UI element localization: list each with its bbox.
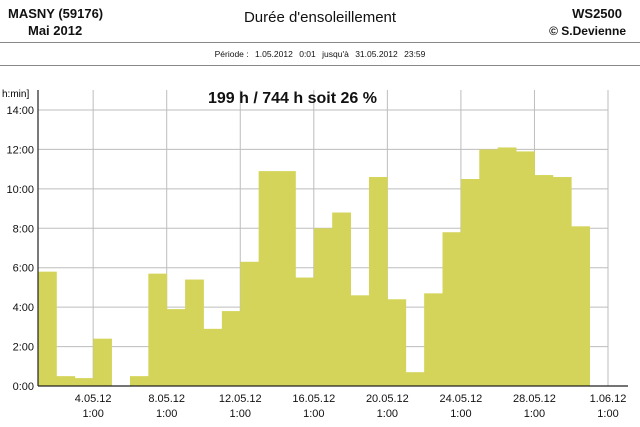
y-tick-label: 8:00 xyxy=(13,223,34,235)
period-label: Période : xyxy=(214,49,249,59)
bar-day xyxy=(277,171,296,386)
author-credit: © S.Devienne xyxy=(549,24,626,38)
bar-day xyxy=(368,177,388,386)
bar-day xyxy=(571,226,591,386)
period-start-date: 1.05.2012 xyxy=(255,49,293,59)
x-tick-date: 8.05.12 xyxy=(148,393,185,405)
bar-day xyxy=(313,228,333,386)
station-model: WS2500 xyxy=(572,6,622,21)
bar-day xyxy=(166,309,186,386)
period-end-time: 23:59 xyxy=(404,49,426,59)
bar-day xyxy=(534,175,554,386)
bar-day xyxy=(74,378,94,386)
bar-day xyxy=(405,372,425,386)
bar-day xyxy=(203,328,223,386)
x-tick-labels: 4.05.12 1:00 8.05.12 1:00 12.05.12 1:00 16.05.… xyxy=(75,393,627,420)
bar-day xyxy=(442,232,462,386)
y-tick-label: 2:00 xyxy=(13,342,34,354)
x-tick-time: 1:00 xyxy=(450,408,471,420)
x-tick-time: 1:00 xyxy=(82,408,103,420)
bar-day xyxy=(424,293,443,386)
x-tick-time: 1:00 xyxy=(230,408,251,420)
y-tick-label: 6:00 xyxy=(13,263,34,275)
bar-day xyxy=(479,149,499,386)
chart-axes xyxy=(37,90,628,387)
x-tick-time: 1:00 xyxy=(524,408,545,420)
bar-day xyxy=(350,295,370,386)
bar-day xyxy=(460,179,480,386)
bar-day xyxy=(332,212,351,386)
x-tick-time: 1:00 xyxy=(156,408,177,420)
x-tick-date: 12.05.12 xyxy=(219,393,262,405)
y-tick-label: 0:00 xyxy=(13,381,34,393)
bar-day xyxy=(38,271,57,386)
report-month: Mai 2012 xyxy=(28,23,83,38)
x-tick-date: 16.05.12 xyxy=(292,393,335,405)
y-tick-labels: 0:00 2:00 4:00 6:00 8:00 10:00 12:00 14:00 xyxy=(6,105,34,393)
x-tick-date: 28.05.12 xyxy=(513,393,556,405)
bar-day xyxy=(258,171,278,386)
x-tick-time: 1:00 xyxy=(377,408,398,420)
period-bar: Période : 1.05.2012 0:01 jusqu'à 31.05.2… xyxy=(0,42,640,66)
x-tick-date: 1.06.12 xyxy=(590,393,627,405)
chart-title: Durée d'ensoleillement xyxy=(243,9,397,26)
bar-day xyxy=(497,147,517,386)
y-tick-label: 12:00 xyxy=(6,144,34,156)
x-tick-time: 1:00 xyxy=(597,408,618,420)
x-tick-date: 20.05.12 xyxy=(366,393,409,405)
bar-day xyxy=(56,376,76,386)
y-tick-label: 10:00 xyxy=(6,184,34,196)
x-tick-date: 4.05.12 xyxy=(75,393,112,405)
y-tick-label: 4:00 xyxy=(13,302,34,314)
bar-day xyxy=(240,261,260,386)
bar-day xyxy=(295,277,315,386)
chart-bars xyxy=(38,147,591,386)
bar-day xyxy=(221,311,241,386)
y-axis-label: h:min] xyxy=(2,89,29,100)
station-name: MASNY (59176) xyxy=(8,6,104,21)
bar-day xyxy=(93,338,112,386)
x-tick-date: 24.05.12 xyxy=(439,393,482,405)
period-until: jusqu'à xyxy=(322,49,349,59)
bar-day xyxy=(552,177,572,386)
bar-day xyxy=(129,376,149,386)
y-tick-label: 14:00 xyxy=(6,105,34,117)
bar-day xyxy=(516,151,535,386)
x-tick-time: 1:00 xyxy=(303,408,324,420)
summary-total: 199 h / 744 h soit 26 % xyxy=(208,90,377,107)
period-end-date: 31.05.2012 xyxy=(355,49,398,59)
bar-day xyxy=(185,279,204,386)
bar-day xyxy=(148,273,168,386)
bar-day xyxy=(387,299,407,386)
period-start-time: 0:01 xyxy=(299,49,316,59)
